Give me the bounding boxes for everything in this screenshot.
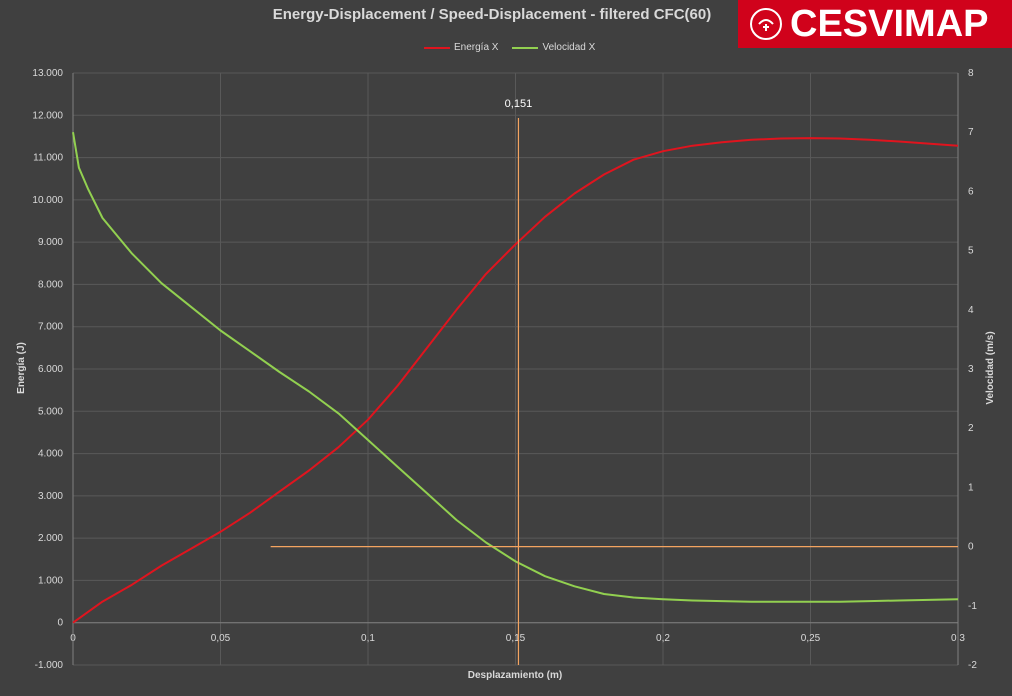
y2-tick-label: 4 xyxy=(968,305,974,316)
y-tick-label: 12.000 xyxy=(32,110,63,121)
y-tick-label: 8.000 xyxy=(38,279,63,290)
legend-swatch-velocidad xyxy=(512,46,539,49)
x-tick-label: 0,05 xyxy=(211,633,231,644)
y2-tick-label: 5 xyxy=(968,246,974,257)
chart-legend: Energía X Velocidad X xyxy=(424,42,595,53)
y-tick-label: 13.000 xyxy=(32,68,63,79)
y-tick-label: 5.000 xyxy=(38,406,63,417)
series-line-1 xyxy=(72,132,959,603)
y2-tick-label: 7 xyxy=(968,127,974,138)
x-tick-label: 0,15 xyxy=(506,633,526,644)
y-tick-label: 4.000 xyxy=(38,449,63,460)
y-tick-label: 9.000 xyxy=(38,237,63,248)
y2-tick-label: 8 xyxy=(968,68,974,79)
y2-axis-label: Velocidad (m/s) xyxy=(985,331,996,404)
y2-tick-label: -2 xyxy=(968,660,977,671)
y2-tick-label: 6 xyxy=(968,186,974,197)
y2-tick-label: 1 xyxy=(968,482,974,493)
y2-tick-label: 3 xyxy=(968,364,974,375)
y2-tick-label: 2 xyxy=(968,423,974,434)
y-tick-label: -1.000 xyxy=(35,660,64,671)
legend-label-energia: Energía X xyxy=(454,42,499,53)
legend-item-energia: Energía X xyxy=(424,42,498,53)
series-line-0 xyxy=(72,137,959,624)
x-tick-label: 0,25 xyxy=(801,633,821,644)
y-tick-label: 7.000 xyxy=(38,322,63,333)
x-tick-label: 0,1 xyxy=(361,633,375,644)
annotation-label: 0,151 xyxy=(505,98,533,110)
y2-tick-label: -1 xyxy=(968,601,977,612)
y-tick-label: 6.000 xyxy=(38,364,63,375)
y-axis-label: Energía (J) xyxy=(16,342,27,394)
cesvimap-logo: CESVIMAP xyxy=(738,0,1012,48)
y-tick-label: 11.000 xyxy=(33,153,63,164)
cesvimap-emblem-icon xyxy=(750,8,782,40)
y-tick-label: 3.000 xyxy=(38,491,63,502)
y-tick-label: 1.000 xyxy=(38,575,63,586)
y-tick-label: 10.000 xyxy=(32,195,63,206)
legend-swatch-energia xyxy=(424,46,450,49)
y-tick-label: 2.000 xyxy=(38,533,63,544)
y-tick-label: 0 xyxy=(57,618,63,629)
legend-label-velocidad: Velocidad X xyxy=(542,42,596,53)
y2-tick-label: 0 xyxy=(968,542,974,553)
legend-item-velocidad: Velocidad X xyxy=(512,42,595,53)
chart-title: Energy-Displacement / Speed-Displacement… xyxy=(272,6,712,23)
x-tick-label: 0,2 xyxy=(656,633,670,644)
logo-text: CESVIMAP xyxy=(790,2,989,45)
x-axis-label: Desplazamiento (m) xyxy=(468,670,562,681)
